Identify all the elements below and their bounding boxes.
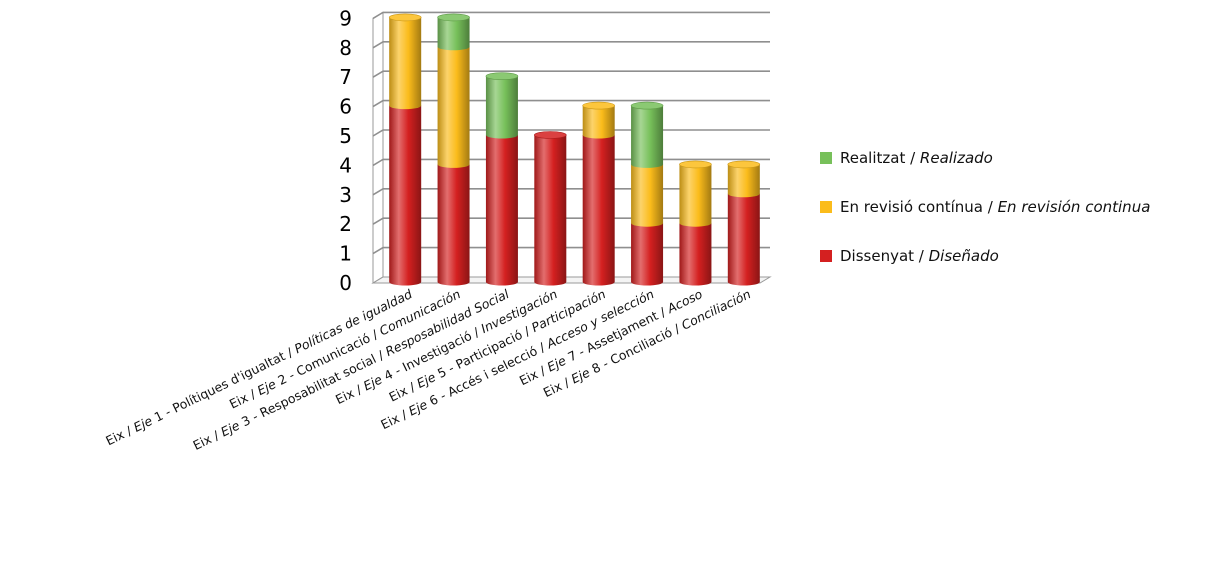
legend-item: Realitzat / Realizado bbox=[820, 149, 993, 167]
bars bbox=[388, 13, 761, 286]
bar-segment bbox=[389, 17, 422, 110]
legend-item: Dissenyat / Diseñado bbox=[820, 247, 999, 265]
bar-top bbox=[582, 101, 615, 110]
y-tick-label: 9 bbox=[339, 6, 352, 30]
bar-segment bbox=[437, 17, 470, 51]
y-tick-label: 6 bbox=[339, 95, 352, 119]
legend-item: En revisió contínua / En revisión contin… bbox=[820, 198, 1150, 216]
bar-segment bbox=[534, 135, 567, 286]
bar-segment bbox=[485, 76, 518, 139]
bar-stack bbox=[534, 131, 567, 286]
y-tick-label: 0 bbox=[339, 271, 352, 295]
bar-segment bbox=[437, 164, 470, 286]
bar-top bbox=[437, 13, 470, 22]
gridline bbox=[372, 70, 770, 78]
legend-label: Realitzat / Realizado bbox=[840, 149, 993, 167]
y-axis-tick-labels: 0 1 2 3 4 5 6 7 8 9 bbox=[339, 6, 352, 295]
y-tick-label: 1 bbox=[339, 242, 352, 266]
y-tick-label: 5 bbox=[339, 124, 352, 148]
legend-label: Dissenyat / Diseñado bbox=[840, 247, 999, 265]
bar-stack bbox=[485, 72, 519, 286]
bar-segment bbox=[389, 105, 422, 286]
bar-stack bbox=[582, 101, 615, 286]
bar-segment bbox=[679, 164, 712, 227]
bar-stack bbox=[679, 160, 712, 286]
bar-top bbox=[534, 131, 567, 139]
bar-top bbox=[679, 160, 712, 169]
legend: Realitzat / Realizado En revisió contínua… bbox=[820, 149, 1150, 265]
bar-segment bbox=[727, 193, 760, 286]
bar-stack bbox=[437, 13, 470, 286]
bar-segment bbox=[727, 164, 760, 198]
y-tick-label: 2 bbox=[339, 212, 352, 236]
bar-top bbox=[388, 13, 422, 22]
bar-stack bbox=[630, 101, 664, 286]
bar-top bbox=[630, 101, 664, 110]
gridline bbox=[372, 129, 770, 137]
bar-stack bbox=[388, 13, 422, 286]
bar-top bbox=[727, 160, 761, 169]
gridline bbox=[372, 99, 770, 108]
y-tick-label: 7 bbox=[339, 65, 352, 89]
bar-segment bbox=[679, 223, 712, 286]
y-tick-label: 4 bbox=[339, 153, 352, 177]
bar-segment bbox=[582, 105, 615, 139]
bar-top bbox=[485, 72, 519, 80]
gridline bbox=[372, 11, 770, 20]
x-axis-category-labels: Eix / Eje 1 - Polítiques d'igualtat / Po… bbox=[103, 286, 753, 453]
side-wall bbox=[372, 11, 384, 284]
bar-segment bbox=[485, 135, 518, 286]
gridline bbox=[372, 40, 770, 49]
bar-segment bbox=[631, 223, 664, 286]
legend-swatch bbox=[820, 250, 832, 262]
legend-swatch bbox=[820, 152, 832, 164]
bar-segment bbox=[631, 105, 664, 168]
bar-segment bbox=[631, 164, 664, 227]
y-tick-label: 8 bbox=[339, 36, 352, 60]
bar-segment bbox=[437, 46, 470, 168]
bar-stack bbox=[727, 160, 761, 286]
legend-label: En revisió contínua / En revisión contin… bbox=[840, 198, 1150, 216]
bar-segment bbox=[582, 135, 615, 286]
y-tick-label: 3 bbox=[339, 183, 352, 207]
legend-swatch bbox=[820, 201, 832, 213]
